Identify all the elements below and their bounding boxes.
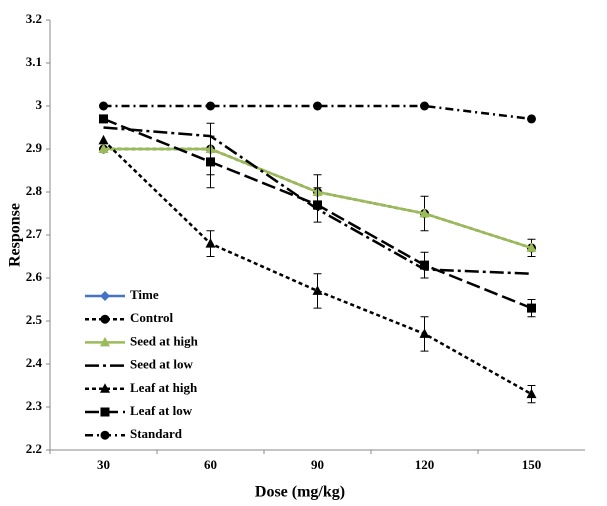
legend-marker: [100, 407, 110, 417]
legend-marker: [100, 383, 110, 393]
marker: [206, 101, 215, 111]
marker: [99, 114, 108, 124]
marker: [526, 242, 537, 252]
y-tick-label: 2.2: [26, 441, 42, 456]
marker: [420, 101, 429, 111]
marker: [205, 238, 216, 248]
x-tick-label: 60: [204, 457, 217, 472]
marker: [313, 101, 322, 111]
x-tick-label: 150: [522, 457, 542, 472]
marker: [99, 101, 108, 111]
legend-label: Control: [130, 310, 173, 325]
y-tick-label: 2.3: [26, 398, 43, 413]
y-tick-label: 2.9: [26, 140, 43, 155]
legend-label: Time: [130, 287, 159, 302]
x-tick-label: 30: [97, 457, 110, 472]
legend-label: Leaf at low: [130, 403, 193, 418]
legend-label: Seed at low: [130, 357, 193, 372]
legend-marker: [100, 291, 110, 301]
legend-label: Seed at high: [130, 333, 199, 348]
marker: [419, 328, 430, 338]
legend-label: Leaf at high: [130, 380, 198, 395]
y-tick-label: 3.2: [26, 11, 42, 26]
y-tick-label: 2.6: [26, 269, 43, 284]
marker: [527, 114, 536, 124]
y-tick-label: 3.1: [26, 54, 42, 69]
marker: [98, 143, 109, 153]
marker: [420, 260, 429, 270]
legend-marker: [100, 314, 110, 324]
legend-marker: [100, 430, 110, 440]
marker: [526, 388, 537, 399]
marker: [98, 134, 109, 145]
y-tick-label: 2.4: [26, 355, 43, 370]
x-axis-title: Dose (mg/kg): [255, 484, 345, 501]
x-tick-label: 120: [415, 457, 435, 472]
y-tick-label: 2.5: [26, 312, 43, 327]
marker: [419, 208, 430, 218]
y-tick-label: 2.8: [26, 183, 43, 198]
series-line: [102, 139, 533, 396]
y-tick-label: 3: [36, 97, 43, 112]
marker: [313, 200, 322, 210]
legend-marker: [100, 336, 110, 347]
y-tick-label: 2.7: [26, 226, 43, 241]
y-axis-title: Response: [7, 203, 24, 267]
marker: [206, 157, 215, 167]
marker: [527, 303, 536, 313]
x-tick-label: 90: [311, 457, 324, 472]
marker: [312, 285, 323, 295]
legend-label: Standard: [130, 426, 183, 441]
